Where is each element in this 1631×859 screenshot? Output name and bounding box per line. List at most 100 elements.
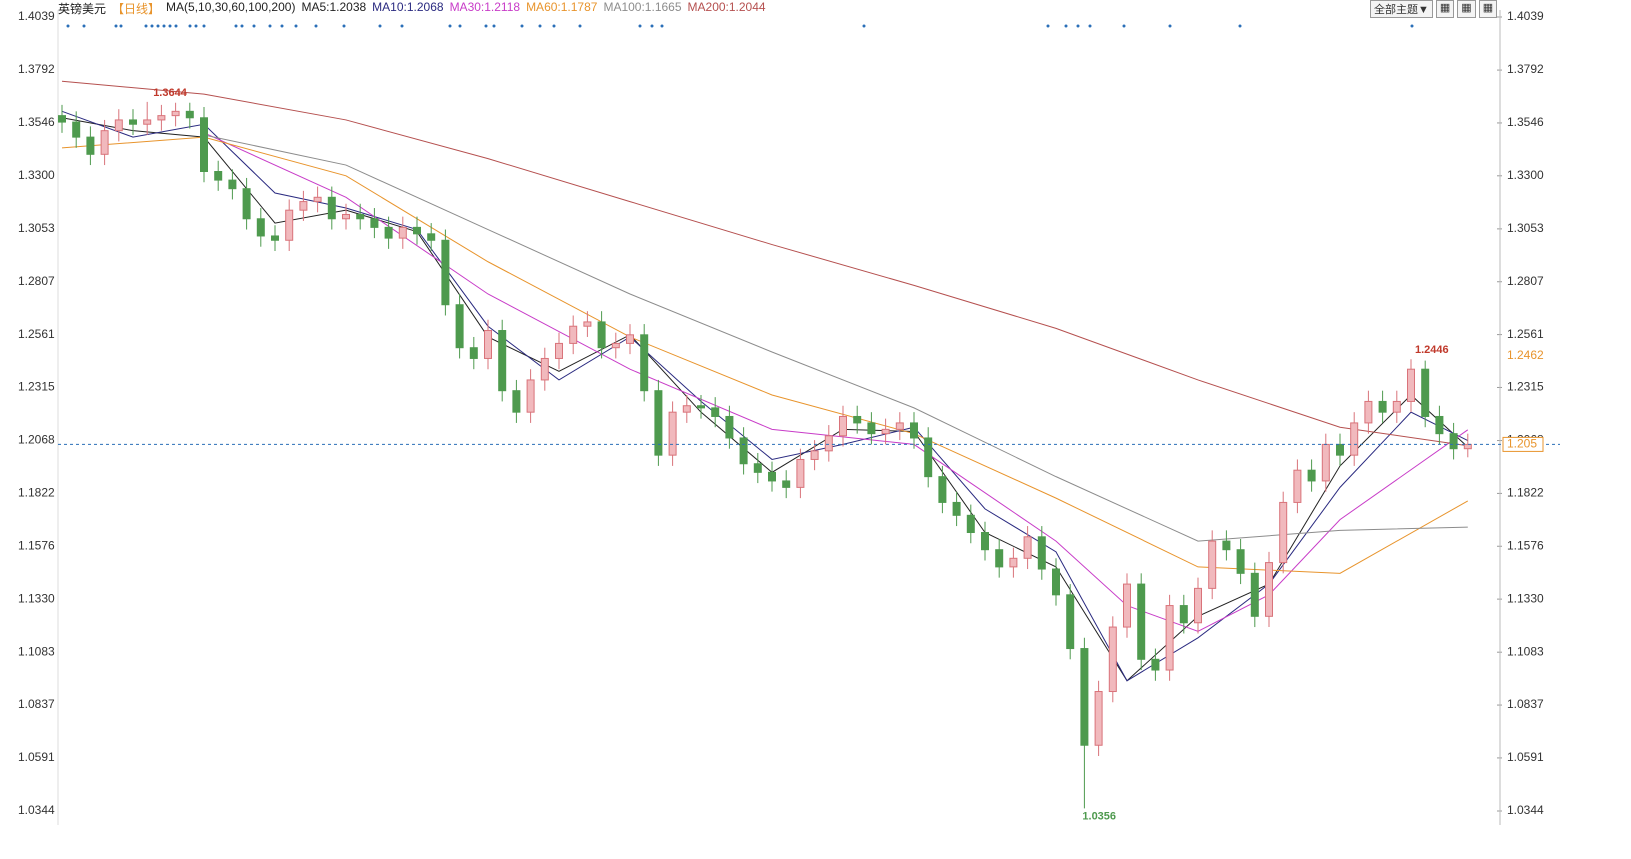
y-tick-label: 1.3300 <box>18 168 55 182</box>
y-tick-label: 1.2561 <box>18 327 55 341</box>
y-tick-label: 1.2807 <box>18 274 55 288</box>
candle-body <box>498 330 507 392</box>
candle-body <box>58 115 66 123</box>
y-tick-label-right: 1.1576 <box>1507 538 1544 552</box>
candle-body <box>753 463 762 473</box>
candle-body <box>1392 400 1401 413</box>
candle-body <box>768 471 776 482</box>
candle-body <box>1208 540 1217 589</box>
candle-body <box>413 226 421 235</box>
toolbar: 全部主题▼ ▦ ▦ ▦ <box>1370 0 1498 18</box>
candle-body <box>114 119 123 132</box>
candle-body <box>441 239 450 306</box>
candle-body <box>100 130 109 155</box>
candle-body <box>526 379 535 413</box>
ma-line <box>203 132 1469 632</box>
low-label: 1.0356 <box>1082 810 1116 822</box>
candle-body <box>1265 562 1273 617</box>
y-tick-label-right: 1.0344 <box>1507 803 1544 817</box>
period: 【日线】 <box>112 2 161 16</box>
candle-body <box>72 121 81 138</box>
y-tick-label-right: 1.2807 <box>1507 274 1544 288</box>
candle-body <box>1194 587 1202 624</box>
y-tick-label-right: 1.3053 <box>1507 221 1544 235</box>
candle-body <box>1009 557 1018 568</box>
candle-body <box>654 390 663 456</box>
y-tick-label-right: 1.3792 <box>1507 62 1544 76</box>
candle-body <box>824 435 833 452</box>
candle-body <box>484 330 492 359</box>
candle-body <box>640 334 649 392</box>
y-tick-label-right: 1.2315 <box>1507 380 1544 394</box>
y-tick-label: 1.1822 <box>18 486 55 500</box>
candle-body <box>299 201 308 211</box>
candle-body <box>1364 400 1373 424</box>
candle-body <box>200 117 208 173</box>
candle-body <box>597 321 606 349</box>
candle-body <box>242 188 251 220</box>
candle-body <box>1052 568 1060 596</box>
candle-body <box>626 334 634 344</box>
tool-button[interactable]: ▦ <box>1435 0 1455 18</box>
candle-body <box>966 514 975 534</box>
candle-body <box>1350 422 1359 456</box>
y-tick-label-right: 1.3546 <box>1507 115 1544 129</box>
current-price-box <box>1502 436 1544 452</box>
candle-body <box>1165 605 1174 671</box>
candle-body <box>1279 501 1288 564</box>
candle-body <box>469 347 478 359</box>
candle-body <box>427 233 436 241</box>
candle-body <box>1179 605 1188 624</box>
symbol: 英镑美元 <box>58 2 107 16</box>
legend-entry: MA10:1.2068 <box>372 0 444 14</box>
candle-body <box>910 422 918 439</box>
candle-body <box>1378 400 1387 413</box>
candle-body <box>569 325 578 344</box>
candle-body <box>1321 443 1330 482</box>
candle-body <box>981 532 989 551</box>
y-tick-label: 1.0344 <box>18 803 55 817</box>
candle-body <box>810 450 819 460</box>
candle-body <box>583 321 592 327</box>
candle-body <box>924 437 933 478</box>
candle-body <box>1151 658 1160 671</box>
y-tick-label-right: 1.3300 <box>1507 168 1544 182</box>
candle-body <box>214 171 223 181</box>
candle-body <box>356 213 365 220</box>
theme-button[interactable]: 全部主题▼ <box>1370 0 1433 18</box>
y-tick-label-right: 1.4039 <box>1507 9 1544 23</box>
y-tick-label-right: 1.2561 <box>1507 327 1544 341</box>
candle-body <box>725 415 734 439</box>
candle-body <box>796 458 805 488</box>
candle-body <box>185 110 194 119</box>
y-tick-label: 1.0591 <box>18 750 55 764</box>
candle-body <box>1066 594 1075 650</box>
candle-body <box>867 422 876 435</box>
y-tick-label-right: 1.1822 <box>1507 486 1544 500</box>
y-tick-label: 1.2315 <box>18 380 55 394</box>
tool-button[interactable]: ▦ <box>1478 0 1498 18</box>
legend-entry: MA100:1.1665 <box>603 0 682 14</box>
candle-body <box>86 136 95 155</box>
candle-body <box>1080 648 1089 746</box>
candle-body <box>1137 583 1146 660</box>
candle-body <box>157 115 166 121</box>
candle-body <box>1222 540 1231 551</box>
candle-body <box>313 196 322 203</box>
candle-body <box>682 405 691 413</box>
candle-body <box>256 218 265 237</box>
tool-button[interactable]: ▦ <box>1457 0 1476 18</box>
candle-body <box>512 390 521 413</box>
reference-price-label: 1.2462 <box>1507 348 1544 362</box>
candle-body <box>1421 368 1430 417</box>
candle-body <box>327 196 336 220</box>
candle-body <box>398 226 407 239</box>
candle-body <box>739 437 748 465</box>
y-tick-label: 1.3546 <box>18 115 55 129</box>
candle-body <box>1449 433 1458 450</box>
candle-body <box>384 226 393 239</box>
candle-body <box>895 422 904 430</box>
candle-body <box>1407 368 1415 402</box>
y-tick-label: 1.1083 <box>18 644 55 658</box>
candle-body <box>853 415 862 424</box>
